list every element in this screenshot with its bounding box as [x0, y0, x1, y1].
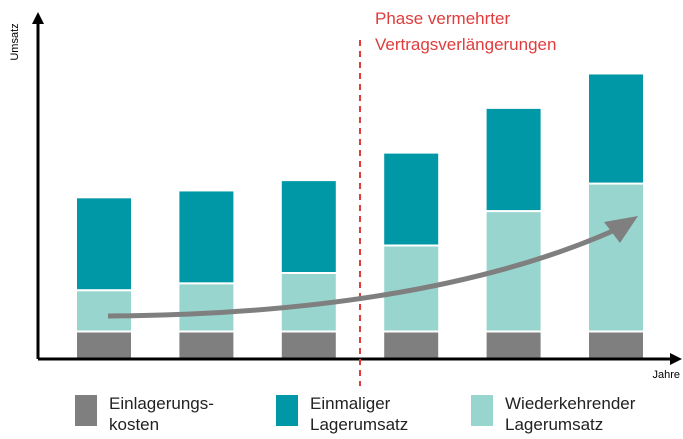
bar-segment — [177, 330, 236, 361]
bar-segment — [75, 196, 133, 292]
legend-label: Einmaliger Lagerumsatz — [310, 394, 409, 434]
bar-segment — [484, 330, 543, 361]
bar-segment — [587, 182, 645, 333]
bar-segment — [382, 330, 441, 361]
legend-item: Wiederkehrender Lagerumsatz — [471, 393, 635, 435]
bar-segment — [177, 282, 236, 333]
bar-segment — [279, 179, 338, 274]
bar-segment — [484, 106, 543, 213]
bar-segment — [382, 151, 441, 247]
legend-item: Einlagerungs- kosten — [75, 393, 214, 435]
legend-swatch — [276, 395, 298, 426]
legend-label: Wiederkehrender Lagerumsatz — [505, 394, 636, 434]
bar-segment — [75, 330, 133, 361]
y-axis-label: Umsatz — [9, 23, 21, 60]
bar-segment — [587, 72, 645, 185]
legend-item: Einmaliger Lagerumsatz — [276, 393, 408, 435]
trend-arrow — [107, 227, 617, 319]
bar-segment — [587, 330, 645, 361]
legend-swatch — [471, 395, 493, 426]
legend-label: Einlagerungs- kosten — [109, 394, 214, 434]
legend-swatch — [75, 395, 97, 426]
bar-segment — [75, 289, 133, 333]
annotation: Phase vermehrter Vertragsverlängerungen — [375, 9, 557, 54]
x-axis-arrow — [670, 353, 682, 365]
y-axis-arrow — [32, 12, 44, 24]
bar-segment — [177, 189, 236, 285]
trend-arrowhead — [604, 216, 638, 243]
x-axis-label: Jahre — [652, 369, 680, 381]
bar-segment — [279, 330, 338, 361]
